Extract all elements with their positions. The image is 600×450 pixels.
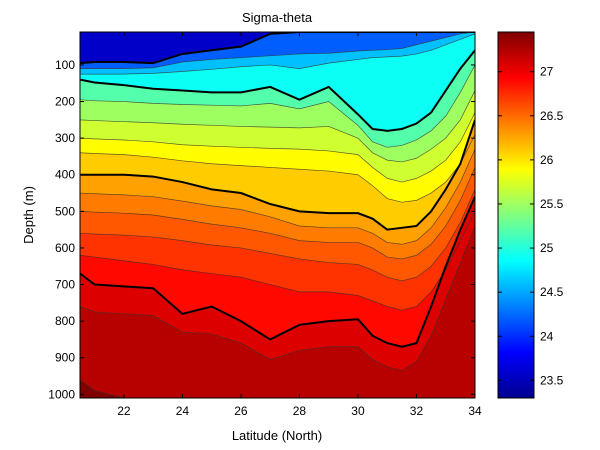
isopycnal-line-bold [80, 49, 475, 132]
isopycnal-line-bold [80, 196, 475, 348]
y-tick-label: 300 [55, 131, 75, 145]
isopycnal-line [80, 64, 475, 148]
isopycnal-line [80, 33, 475, 75]
chart-title: Sigma-theta [242, 10, 313, 25]
density-band [80, 64, 475, 162]
density-band [80, 196, 475, 371]
density-bands [80, 32, 475, 398]
y-axis-label: Depth (m) [21, 186, 36, 244]
y-tick-label: 1000 [48, 387, 75, 401]
isopycnal-contours [80, 32, 475, 398]
colorbar-frame [497, 31, 535, 399]
isopycnal-line [80, 189, 475, 282]
x-tick-label: 34 [468, 404, 482, 418]
x-tick-label: 30 [351, 404, 365, 418]
x-tick-label: 24 [176, 404, 190, 418]
isopycnal-line [80, 211, 475, 311]
y-tick-label: 600 [55, 241, 75, 255]
x-tick-label: 22 [117, 404, 131, 418]
density-band [80, 119, 475, 245]
x-axis: 22 24 26 28 30 32 34 [117, 32, 482, 418]
isopycnal-line [80, 225, 475, 371]
y-tick-label: 200 [55, 95, 75, 109]
density-band [80, 149, 475, 259]
isopycnal-line-bold [80, 32, 475, 65]
density-band [80, 196, 475, 347]
y-tick-label: 700 [55, 278, 75, 292]
colorbar-tick-label: 24.5 [540, 285, 564, 299]
y-axis: 100 200 300 400 500 600 700 800 900 1000 [48, 58, 475, 401]
density-band [80, 90, 475, 183]
density-band [80, 225, 475, 398]
isopycnal-line-bold [80, 119, 475, 231]
y-tick-label: 800 [55, 314, 75, 328]
colorbar-tick-label: 23.5 [540, 373, 564, 387]
colorbar-tick-label: 26.5 [540, 109, 564, 123]
isopycnal-line [80, 167, 475, 260]
isopycnal-line [80, 90, 475, 163]
colorbar-gradient [498, 32, 534, 398]
x-tick-label: 26 [234, 404, 248, 418]
colorbar-tick-label: 25 [540, 241, 554, 255]
density-band [80, 32, 475, 69]
x-tick-label: 32 [410, 404, 424, 418]
density-band [80, 119, 475, 230]
y-tick-label: 100 [55, 58, 75, 72]
density-band [80, 33, 475, 131]
plot-frame [79, 31, 476, 399]
plot-area [79, 31, 476, 399]
density-band [80, 112, 475, 203]
colorbar-tick-label: 27 [540, 65, 554, 79]
x-tick-label: 28 [293, 404, 307, 418]
y-tick-label: 500 [55, 204, 75, 218]
density-band [80, 189, 475, 311]
isopycnal-line [80, 32, 475, 69]
density-band [80, 32, 475, 75]
colorbar-tick-label: 24 [540, 329, 554, 343]
density-band [80, 50, 475, 148]
x-axis-label: Latitude (North) [232, 428, 322, 443]
y-tick-label: 400 [55, 168, 75, 182]
isopycnal-line [80, 112, 475, 183]
isopycnal-line [80, 148, 475, 245]
density-band [80, 32, 475, 64]
isopycnal-line [80, 134, 475, 203]
colorbar-tick-label: 25.5 [540, 197, 564, 211]
colorbar-ticks: 23.5 24 24.5 25 25.5 26 26.5 27 [498, 65, 564, 387]
density-band [80, 167, 475, 281]
y-tick-label: 900 [55, 351, 75, 365]
colorbar-tick-label: 26 [540, 153, 554, 167]
colorbar: 23.5 24 24.5 25 25.5 26 26.5 27 [497, 31, 564, 399]
